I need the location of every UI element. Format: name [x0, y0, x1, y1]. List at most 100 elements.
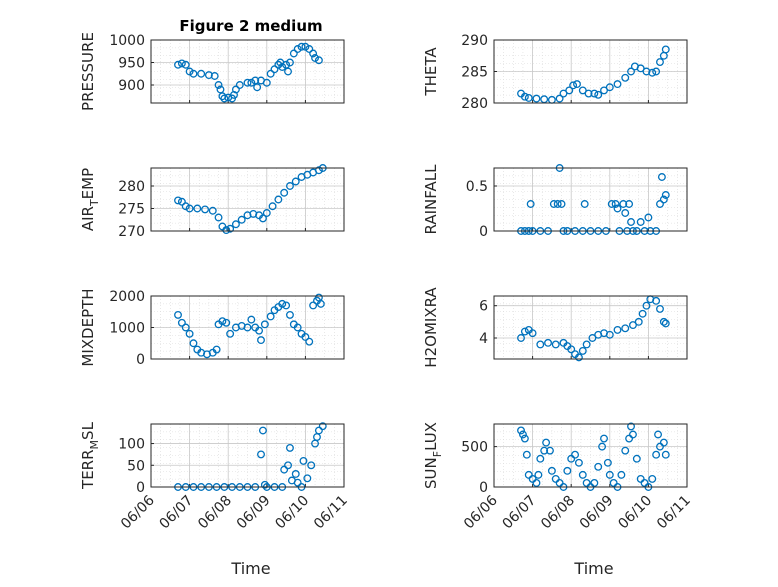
- y-tick-label: 50: [127, 458, 145, 474]
- data-point: [536, 454, 545, 463]
- data-point: [185, 329, 194, 338]
- x-tick-label: 06/08: [195, 493, 235, 533]
- data-point: [299, 456, 308, 465]
- y-axis-label: THETA: [422, 47, 440, 97]
- data-point: [621, 446, 630, 455]
- data-point: [642, 301, 651, 310]
- data-point: [293, 478, 302, 487]
- data-point: [181, 323, 190, 332]
- data-point: [201, 205, 209, 214]
- y-axis-label: AIRTEMP: [79, 168, 101, 231]
- data-point: [524, 94, 533, 102]
- data-point: [578, 470, 587, 479]
- data-point: [652, 450, 661, 459]
- data-point: [305, 45, 314, 53]
- subplot-4: 0.5 0 RAINFALL: [422, 164, 688, 240]
- data-point: [627, 422, 635, 431]
- data-point: [237, 215, 246, 224]
- data-point: [253, 83, 262, 92]
- data-point: [231, 85, 240, 94]
- data-point: [557, 200, 566, 208]
- y-tick-label: 290: [461, 33, 488, 49]
- data-point: [280, 465, 289, 474]
- data-point: [582, 340, 591, 349]
- data-point: [613, 80, 622, 89]
- data-point: [289, 49, 298, 58]
- data-point: [555, 94, 564, 103]
- data-point: [544, 338, 552, 347]
- axes-box: [150, 39, 345, 104]
- data-point: [584, 89, 593, 98]
- y-axis-label: SUNFLUX: [422, 422, 444, 489]
- data-point: [235, 81, 244, 89]
- data-point: [278, 299, 287, 308]
- data-point: [266, 69, 275, 78]
- data-point: [546, 446, 554, 455]
- data-point: [226, 224, 235, 233]
- data-point: [286, 443, 294, 452]
- axes-box: [493, 167, 688, 232]
- x-axis-label-left: Time: [230, 559, 270, 578]
- data-point: [318, 422, 327, 431]
- data-point: [307, 461, 316, 470]
- x-tick-label: 06/11: [654, 493, 694, 533]
- y-tick-label: 0: [136, 352, 145, 368]
- data-point: [605, 330, 614, 339]
- data-point: [291, 177, 300, 186]
- subplot-3: 280 275 270 AIRTEMP: [79, 164, 345, 240]
- y-tick-label: 4: [479, 331, 488, 347]
- data-point: [578, 346, 587, 355]
- data-point: [565, 86, 574, 95]
- data-point: [293, 323, 302, 332]
- data-point: [214, 213, 223, 222]
- data-point: [286, 310, 294, 319]
- axes-box: [493, 423, 688, 488]
- data-point: [613, 204, 622, 213]
- data-point: [208, 206, 217, 215]
- data-point: [567, 345, 576, 354]
- data-point: [260, 480, 269, 489]
- data-point: [284, 67, 292, 76]
- data-point: [258, 214, 267, 223]
- data-point: [193, 204, 202, 213]
- data-point: [629, 430, 637, 439]
- data-point: [540, 446, 549, 455]
- data-point: [659, 195, 668, 204]
- data-point: [648, 474, 657, 483]
- data-point: [603, 458, 612, 467]
- data-point: [291, 470, 300, 478]
- data-point: [174, 196, 182, 205]
- data-point: [600, 434, 608, 443]
- data-point: [551, 340, 560, 349]
- data-point: [316, 299, 325, 308]
- y-tick-label: 6: [479, 299, 488, 315]
- data-point: [262, 78, 271, 87]
- data-point: [189, 69, 198, 78]
- data-point: [309, 301, 318, 310]
- data-point: [611, 200, 620, 208]
- data-point: [520, 327, 529, 336]
- data-point: [553, 200, 562, 208]
- data-point: [621, 324, 630, 333]
- data-point: [588, 334, 597, 342]
- data-point: [573, 80, 581, 89]
- data-point: [247, 78, 256, 87]
- data-point: [634, 317, 643, 326]
- data-point: [218, 317, 227, 326]
- data-point: [559, 89, 568, 98]
- data-point: [231, 220, 240, 229]
- data-point: [177, 59, 186, 68]
- data-point: [520, 434, 529, 443]
- y-tick-label: 1000: [109, 321, 145, 337]
- data-point: [656, 58, 664, 66]
- data-point: [613, 325, 622, 334]
- data-point: [517, 426, 525, 435]
- data-point: [652, 67, 661, 76]
- data-point: [636, 64, 645, 73]
- x-tick-label: 06/08: [538, 493, 578, 533]
- data-point: [274, 60, 283, 69]
- data-point: [657, 173, 666, 181]
- data-point: [528, 329, 537, 338]
- data-point: [301, 333, 310, 341]
- data-point: [574, 353, 583, 362]
